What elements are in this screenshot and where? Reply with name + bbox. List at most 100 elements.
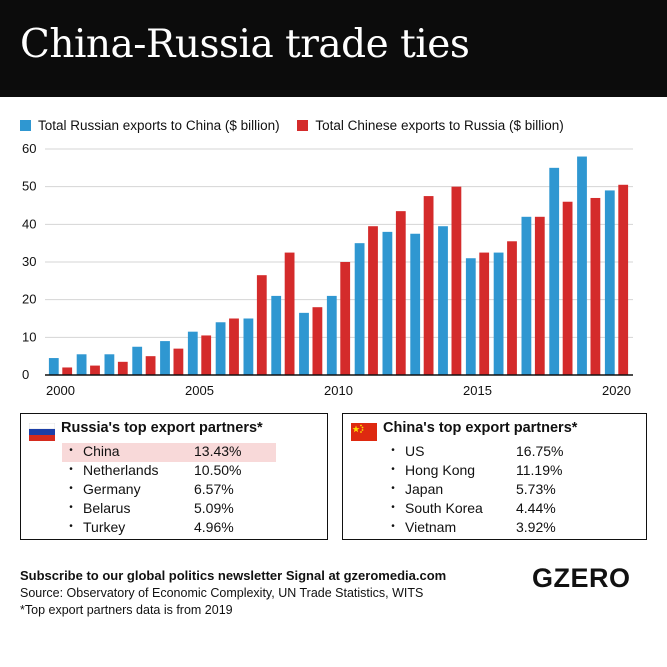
- bar-russia-exports: [48, 358, 59, 375]
- bar-russia-exports: [354, 243, 365, 375]
- y-tick-label: 50: [22, 179, 36, 194]
- bar-russia-exports: [243, 318, 254, 375]
- y-tick-label: 30: [22, 254, 36, 269]
- footnote-text: *Top export partners data is from 2019: [20, 603, 233, 617]
- trade-bar-chart: 0 10 20 30 40 50 60 2000 2005 2010 2015 2020: [22, 141, 633, 398]
- partner-name: South Korea: [405, 500, 483, 516]
- gzero-logo: GZERO: [532, 563, 631, 593]
- legend-item-russia: Total Russian exports to China ($ billio…: [20, 118, 280, 133]
- bar-china-exports: [395, 211, 406, 375]
- partner-percent: 16.75%: [516, 443, 564, 459]
- legend-swatch-china: [297, 120, 309, 131]
- bullet: •: [69, 445, 73, 456]
- bar-russia-exports: [326, 295, 337, 375]
- partner-percent: 10.50%: [194, 462, 242, 478]
- bar-china-exports: [173, 348, 184, 375]
- y-tick-label: 0: [22, 367, 29, 382]
- partner-name: Netherlands: [83, 462, 159, 478]
- bullet: •: [391, 521, 395, 532]
- bar-russia-exports: [604, 190, 615, 375]
- bar-china-exports: [145, 356, 156, 375]
- bullet: •: [69, 464, 73, 475]
- subscribe-text: Subscribe to our global politics newslet…: [20, 568, 447, 583]
- partner-name: Germany: [83, 481, 141, 497]
- bar-russia-exports: [187, 331, 198, 375]
- bar-china-exports: [90, 365, 100, 375]
- russia-partners-title: Russia's top export partners*: [61, 420, 263, 436]
- partner-percent: 13.43%: [194, 443, 242, 459]
- partner-percent: 4.96%: [194, 519, 234, 535]
- bullet: •: [69, 502, 73, 513]
- legend-label-russia: Total Russian exports to China ($ billio…: [38, 118, 280, 133]
- page-title: China-Russia trade ties: [20, 22, 470, 67]
- bullet: •: [69, 521, 73, 532]
- partner-name: China: [83, 443, 120, 459]
- china-flag-icon: [351, 423, 377, 441]
- bullet: •: [391, 464, 395, 475]
- bullet: •: [391, 483, 395, 494]
- bar-russia-exports: [299, 312, 309, 375]
- legend-swatch-russia: [20, 120, 31, 131]
- bullet: •: [391, 445, 395, 456]
- x-tick-label: 2015: [463, 383, 492, 398]
- partner-name: US: [405, 443, 425, 459]
- bar-russia-exports: [410, 233, 421, 375]
- russia-partners-box: Russia's top export partners*: [20, 413, 328, 540]
- bar-china-exports: [534, 216, 545, 375]
- source-text: Source: Observatory of Economic Complexi…: [20, 586, 424, 600]
- legend-label-china: Total Chinese exports to Russia ($ billi…: [315, 118, 564, 133]
- legend-item-china: Total Chinese exports to Russia ($ billi…: [297, 118, 564, 133]
- y-tick-label: 20: [22, 292, 36, 307]
- bar-china-exports: [62, 367, 73, 375]
- bullet: •: [69, 483, 73, 494]
- partner-name: Hong Kong: [405, 462, 476, 478]
- partner-percent: 6.57%: [194, 481, 234, 497]
- x-tick-label: 2010: [324, 383, 353, 398]
- china-row-highlight: [62, 443, 276, 462]
- bar-china-exports: [507, 241, 517, 375]
- bar-china-exports: [618, 184, 629, 375]
- bar-russia-exports: [438, 226, 448, 375]
- bar-russia-exports: [104, 354, 115, 375]
- y-tick-label: 60: [22, 141, 36, 156]
- bar-china-exports: [201, 335, 212, 375]
- bar-china-exports: [340, 262, 351, 375]
- partner-percent: 4.44%: [516, 500, 556, 516]
- bar-china-exports: [562, 201, 573, 375]
- partner-percent: 3.92%: [516, 519, 556, 535]
- bar-china-exports: [312, 307, 323, 375]
- china-partners-box: China's top export partners*: [342, 413, 647, 540]
- x-tick-label: 2000: [46, 383, 75, 398]
- partner-name: Vietnam: [405, 519, 457, 535]
- bar-china-exports: [590, 197, 601, 375]
- bar-russia-exports: [271, 295, 282, 375]
- bar-china-exports: [117, 361, 128, 375]
- bar-russia-exports: [577, 156, 587, 375]
- bar-russia-exports: [521, 216, 532, 375]
- bar-russia-exports: [493, 252, 504, 375]
- bullet: •: [391, 502, 395, 513]
- bar-china-exports: [368, 226, 378, 375]
- bar-russia-exports: [382, 231, 393, 375]
- y-tick-label: 40: [22, 216, 36, 231]
- bar-china-exports: [256, 275, 267, 375]
- bar-russia-exports: [549, 167, 560, 375]
- russia-flag-icon: [29, 423, 55, 441]
- y-tick-label: 10: [22, 329, 36, 344]
- partner-name: Turkey: [83, 519, 126, 535]
- chart-legend: Total Russian exports to China ($ billio…: [20, 118, 578, 134]
- partner-percent: 11.19%: [516, 462, 563, 478]
- bar-china-exports: [451, 186, 462, 375]
- bar-russia-exports: [160, 341, 170, 375]
- bar-russia-exports: [132, 346, 143, 375]
- bar-china-exports: [479, 252, 490, 375]
- x-tick-label: 2005: [185, 383, 214, 398]
- partner-name: Belarus: [83, 500, 131, 516]
- partner-percent: 5.73%: [516, 481, 556, 497]
- bar-china-exports: [423, 196, 434, 375]
- x-tick-label: 2020: [602, 383, 631, 398]
- bar-russia-exports: [215, 322, 226, 375]
- partner-name: Japan: [405, 481, 444, 497]
- bar-china-exports: [229, 318, 239, 375]
- china-partners-title: China's top export partners*: [383, 420, 578, 436]
